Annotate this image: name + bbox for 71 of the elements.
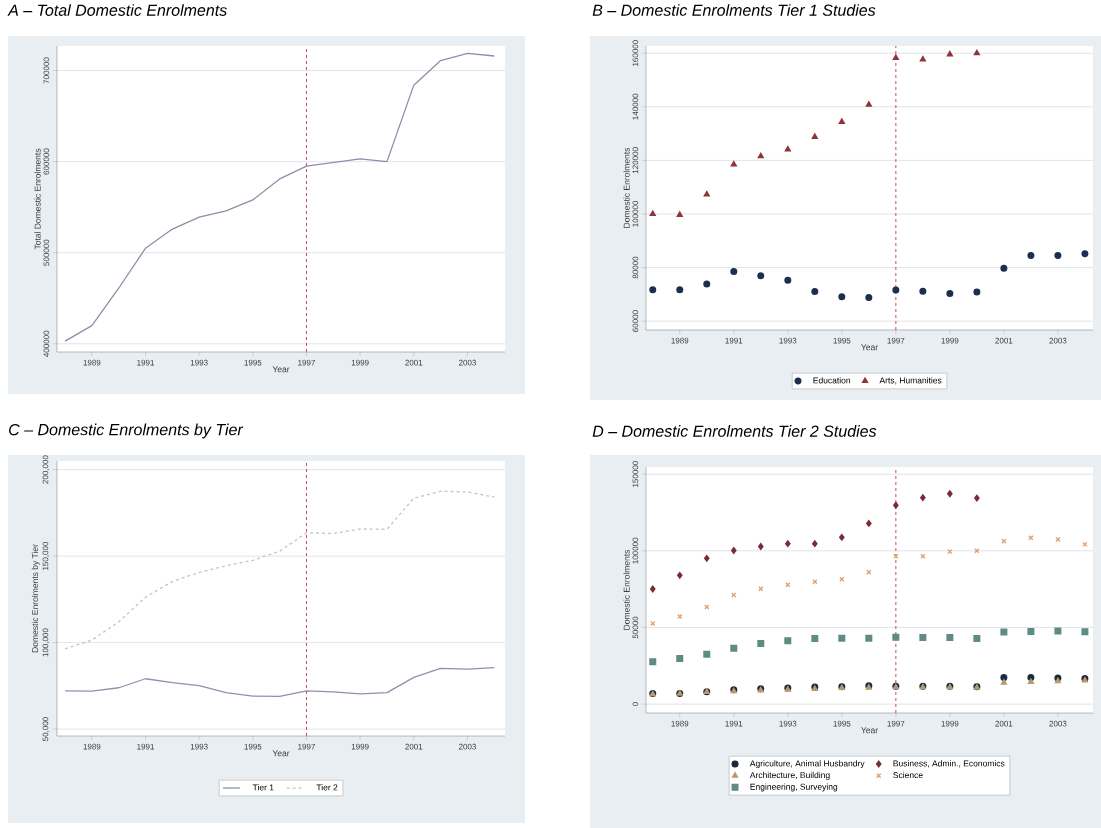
x-tick-label: 2003 [1049, 720, 1067, 727]
x-tick-label: 1999 [941, 720, 959, 727]
y-tick-label: 500000 [43, 239, 50, 266]
x-axis-title: Year [272, 750, 290, 757]
y-tick-label: 400000 [43, 330, 50, 357]
legend-label: Agriculture, Animal Husbandry [749, 760, 865, 769]
x-tick-label: 1993 [190, 743, 208, 750]
y-tick-label: 140000 [632, 93, 639, 120]
legend-label: Business, Admin., Economics [893, 760, 1005, 768]
x-tick-label: 1991 [137, 359, 155, 366]
x-tick-label: 2001 [405, 359, 423, 366]
y-tick-label: 120000 [632, 147, 639, 174]
x-tick-label: 1989 [671, 720, 689, 727]
legend-label: Arts, Humanities [879, 377, 942, 385]
x-tick-label: 1993 [190, 359, 208, 366]
y-tick-label: 100,000 [42, 628, 50, 657]
x-tick-label: 1989 [671, 337, 689, 344]
y-tick-label: 100000 [632, 200, 639, 227]
x-tick-label: 2001 [995, 337, 1013, 344]
legend-label: Tier 2 [316, 784, 338, 791]
x-tick-label: 2003 [1049, 337, 1067, 344]
x-tick-label: 1989 [83, 743, 101, 750]
y-tick-label: 700000 [43, 57, 50, 84]
x-tick-label: 2003 [458, 359, 476, 366]
chart-title: B – Domestic Enrolments Tier 1 Studies [592, 4, 876, 16]
x-tick-label: 1999 [351, 743, 369, 750]
x-tick-label: 2001 [405, 743, 423, 750]
legend-label: Tier 1 [252, 784, 274, 791]
chart-title: A – Total Domestic Enrolments [7, 4, 227, 16]
x-tick-label: 1995 [833, 337, 851, 344]
y-axis-title: Domestic Enrolments [623, 549, 630, 630]
y-tick-label: 150,000 [42, 541, 50, 570]
y-axis-title: Domestic Enrolments [623, 147, 630, 228]
y-tick-label: 600000 [43, 148, 50, 175]
x-tick-label: 1999 [351, 359, 369, 366]
legend-label: Education [813, 377, 851, 384]
x-axis-title: Year [861, 727, 878, 734]
y-tick-label: 100000 [632, 537, 639, 564]
y-tick-label: 50000 [632, 616, 639, 639]
legend-label: Science [893, 771, 923, 779]
x-tick-label: 1997 [887, 337, 905, 344]
y-tick-label: 80000 [632, 256, 639, 279]
x-tick-label: 1995 [244, 359, 262, 366]
legend-label: Architecture, Building [749, 771, 830, 780]
x-tick-label: 1997 [887, 720, 905, 727]
y-tick-label: 200,000 [42, 455, 50, 484]
y-tick-label: 50,000 [42, 717, 50, 741]
x-tick-label: 1997 [298, 743, 315, 750]
x-tick-label: 1989 [83, 359, 101, 366]
x-tick-label: 1993 [779, 337, 797, 344]
x-tick-label: 1993 [779, 720, 797, 727]
x-tick-label: 1991 [725, 720, 743, 727]
x-tick-label: 1995 [833, 720, 851, 727]
x-tick-label: 2001 [995, 720, 1013, 727]
x-tick-label: 1991 [137, 743, 155, 750]
x-tick-label: 1995 [244, 743, 262, 750]
x-tick-label: 1997 [298, 359, 315, 366]
y-tick-label: 60000 [632, 310, 639, 332]
y-axis-title: Total Domestic Enrolments [34, 148, 41, 250]
y-tick-label: 0 [632, 702, 639, 707]
x-tick-label: 2003 [458, 743, 476, 750]
x-tick-label: 1999 [941, 337, 959, 344]
x-axis-title: Year [861, 344, 878, 351]
x-tick-label: 1991 [725, 337, 743, 344]
chart-title: C – Domestic Enrolments by Tier [9, 423, 244, 439]
x-axis-title: Year [272, 366, 290, 373]
y-axis-title: Domestic Enrolments by Tier [31, 544, 40, 653]
y-tick-label: 150000 [632, 461, 639, 487]
chart-title: D – Domestic Enrolments Tier 2 Studies [592, 425, 877, 437]
y-tick-label: 160000 [632, 40, 639, 66]
legend-label: Engineering, Surveying [750, 783, 838, 792]
